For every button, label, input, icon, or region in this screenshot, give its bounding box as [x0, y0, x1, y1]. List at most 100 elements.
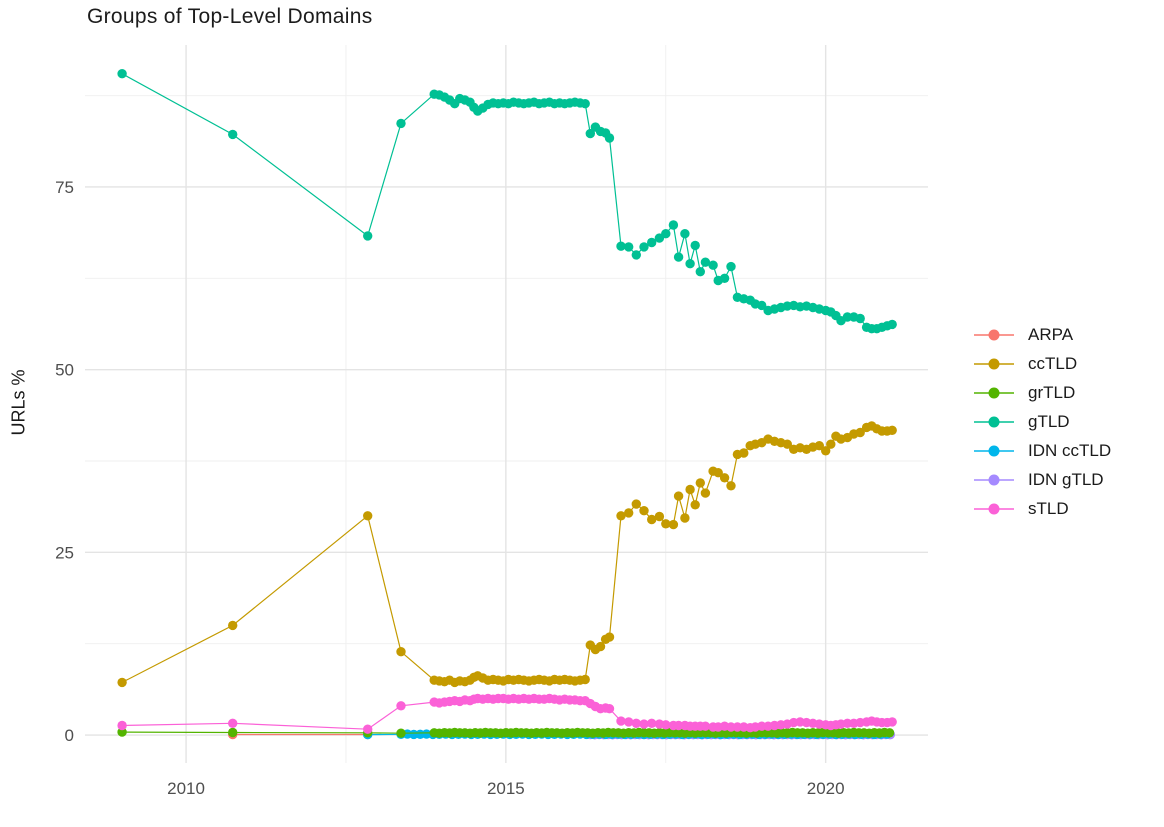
- data-point-gtld: [685, 259, 695, 269]
- data-point-gtld: [647, 237, 657, 248]
- legend-key-icon-idn-gtld: [974, 474, 1014, 485]
- data-point-gtld: [631, 250, 641, 260]
- legend-item-idn-gtld: IDN gTLD: [972, 465, 1111, 494]
- data-point-cctld: [713, 468, 723, 478]
- data-point-gtld: [363, 231, 373, 241]
- data-point-gtld: [661, 229, 671, 239]
- legend-key-dot: [988, 358, 1000, 369]
- data-point-cctld: [117, 677, 127, 688]
- data-series-layer: [117, 69, 897, 740]
- data-point-gtld: [855, 313, 865, 324]
- legend-item-stld: sTLD: [972, 494, 1111, 523]
- data-point-stld: [604, 704, 615, 714]
- data-point-gtld: [700, 257, 711, 267]
- data-point-grtld: [117, 727, 127, 737]
- data-point-stld: [228, 718, 238, 728]
- data-point-cctld: [814, 441, 824, 451]
- series-line-gtld: [121, 73, 893, 330]
- x-tick-label: 2015: [487, 779, 525, 798]
- data-point-gtld: [604, 133, 615, 143]
- data-point-cctld: [680, 513, 690, 523]
- legend-key-dot: [988, 474, 1000, 485]
- legend-item-idn-cctld: IDN ccTLD: [972, 436, 1111, 465]
- data-point-stld: [631, 718, 641, 728]
- legend-key-icon-cctld: [974, 358, 1014, 369]
- data-point-cctld: [782, 439, 792, 449]
- data-point-gtld: [673, 252, 684, 262]
- legend-label-gtld: gTLD: [1028, 411, 1070, 431]
- data-point-cctld: [639, 506, 649, 516]
- y-tick-label: 0: [65, 726, 74, 745]
- data-point-stld: [647, 718, 657, 728]
- data-point-stld: [117, 720, 127, 731]
- legend-item-arpa: ARPA: [972, 320, 1111, 349]
- data-point-cctld: [700, 488, 711, 498]
- legend-label-grtld: grTLD: [1028, 382, 1076, 402]
- legend-key-icon-idn-cctld: [974, 445, 1014, 456]
- data-point-cctld: [228, 620, 238, 631]
- series-cctld: [117, 421, 897, 688]
- data-point-gtld: [690, 240, 700, 251]
- legend-label-idn-gtld: IDN gTLD: [1028, 469, 1104, 489]
- data-point-gtld: [708, 260, 718, 270]
- data-point-gtld: [757, 300, 767, 311]
- legend-key-dot: [988, 445, 1000, 456]
- chart-title: Groups of Top-Level Domains: [87, 5, 373, 28]
- data-point-grtld: [884, 728, 895, 738]
- data-point-cctld: [719, 473, 730, 483]
- y-tick-label: 50: [55, 361, 74, 380]
- legend-item-grtld: grTLD: [972, 378, 1111, 407]
- legend-item-cctld: ccTLD: [972, 349, 1111, 378]
- legend-key-dot: [988, 416, 1000, 427]
- series-grtld: [117, 727, 895, 738]
- data-point-cctld: [821, 446, 831, 456]
- data-point-stld: [887, 717, 897, 727]
- data-point-cctld: [690, 500, 700, 510]
- data-point-cctld: [695, 478, 705, 488]
- y-tick-label: 25: [55, 543, 74, 562]
- data-point-stld: [661, 720, 671, 730]
- series-stld: [117, 693, 897, 734]
- data-point-grtld: [396, 728, 406, 738]
- legend-label-arpa: ARPA: [1028, 324, 1074, 344]
- data-point-gtld: [624, 242, 634, 252]
- data-point-gtld: [616, 241, 626, 251]
- data-point-gtld: [639, 242, 649, 252]
- data-point-stld: [624, 717, 634, 727]
- legend: ARPA ccTLD grTLD gTLD IDN ccTLD IDN gTLD sTLD: [972, 320, 1111, 523]
- data-point-gtld: [117, 69, 127, 79]
- data-point-cctld: [616, 511, 626, 521]
- x-tick-label: 2010: [167, 779, 205, 798]
- data-point-cctld: [826, 439, 836, 449]
- y-axis-tick-labels: 0 25 50 75: [55, 178, 74, 745]
- x-axis-tick-labels: 2010 2015 2020: [167, 779, 844, 798]
- data-point-stld: [616, 716, 626, 726]
- data-point-cctld: [595, 641, 606, 652]
- x-tick-label: 2020: [807, 779, 845, 798]
- data-point-cctld: [726, 481, 736, 491]
- data-point-cctld: [363, 511, 373, 521]
- legend-key-icon-arpa: [974, 329, 1014, 340]
- data-point-gtld: [585, 128, 595, 139]
- data-point-cctld: [668, 519, 679, 530]
- data-point-gtld: [680, 229, 690, 239]
- data-point-stld: [700, 721, 711, 731]
- gridlines-major: [85, 45, 928, 763]
- legend-label-cctld: ccTLD: [1028, 353, 1078, 373]
- data-point-cctld: [604, 632, 615, 642]
- data-point-cctld: [654, 511, 665, 522]
- data-point-gtld: [396, 118, 406, 129]
- legend-key-icon-grtld: [974, 387, 1014, 398]
- data-point-gtld: [695, 267, 705, 277]
- data-point-grtld: [228, 727, 238, 738]
- data-point-stld: [363, 724, 373, 734]
- legend-label-stld: sTLD: [1028, 498, 1069, 518]
- data-point-cctld: [631, 499, 641, 509]
- data-point-stld: [639, 719, 649, 729]
- data-point-cctld: [647, 514, 657, 525]
- data-point-gtld: [887, 319, 897, 330]
- series-arpa: [228, 729, 373, 740]
- data-point-gtld: [726, 261, 736, 272]
